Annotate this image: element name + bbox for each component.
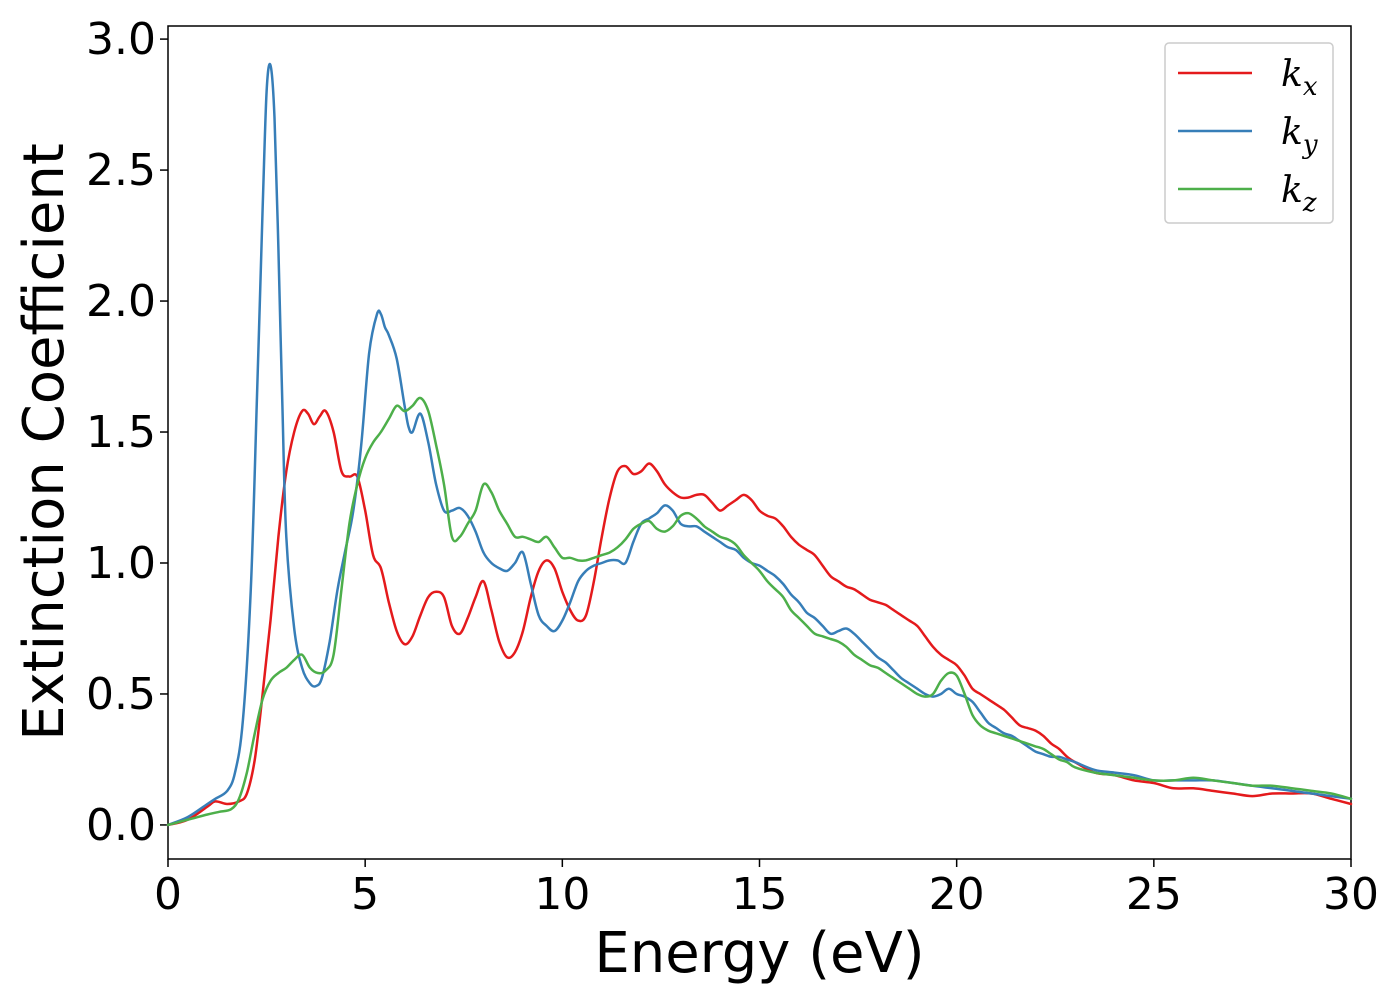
x-tick-label: 30 [1323,869,1379,920]
y-tick-label: 1.0 [86,538,156,589]
y-tick-label: 1.5 [86,407,156,458]
x-tick-label: 10 [534,869,590,920]
y-tick-label: 3.0 [86,14,156,65]
x-tick-label: 25 [1126,869,1182,920]
legend-frame [1164,42,1334,224]
x-tick-label: 5 [351,869,379,920]
y-tick-label: 0.0 [86,800,156,851]
series-line-ky [166,62,1353,827]
plot-area [167,25,1352,860]
y-axis-label: Extinction Coefficient [12,143,77,741]
y-tick-label: 0.5 [86,669,156,720]
series-line-kz [166,396,1353,827]
x-tick-label: 0 [154,869,182,920]
y-axis: 0.0 0.5 1.0 1.5 2.0 2.5 3.0 [86,14,168,851]
series-lines [166,62,1353,827]
x-tick-label: 20 [929,869,985,920]
x-tick-label: 15 [732,869,788,920]
legend: kx ky kz [1164,42,1334,224]
legend-label-kx: kx [1281,54,1318,102]
legend-label-kz: kz [1281,170,1317,218]
x-axis-label: Energy (eV) [594,921,924,986]
y-tick-label: 2.5 [86,145,156,196]
series-line-kx [166,408,1353,827]
x-axis: 0 5 10 15 20 25 30 [154,859,1379,920]
y-tick-label: 2.0 [86,276,156,327]
legend-label-ky: ky [1281,112,1318,160]
